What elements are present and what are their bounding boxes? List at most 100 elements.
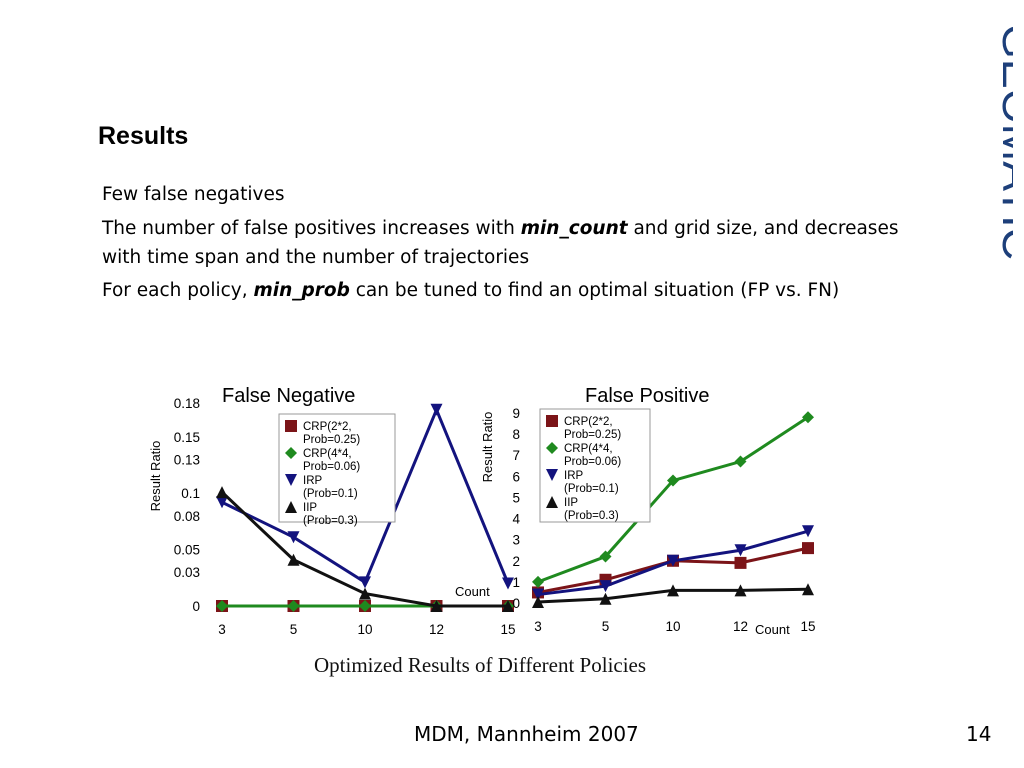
legend-label: IRP bbox=[303, 475, 323, 487]
legend-marker bbox=[546, 469, 558, 481]
x-tick-label: 10 bbox=[665, 619, 680, 634]
legend-label: IRP bbox=[564, 470, 584, 482]
x-axis-label: Count bbox=[755, 622, 790, 637]
legend-marker bbox=[285, 447, 297, 459]
charts-figure: False Negative Result Ratio 0 0.03 0.05 0.08 0… bbox=[148, 385, 816, 677]
data-point bbox=[359, 587, 371, 600]
data-point bbox=[734, 584, 747, 597]
slide-title: Results bbox=[98, 122, 189, 150]
data-point bbox=[287, 600, 300, 612]
x-tick-label: 12 bbox=[429, 622, 444, 637]
data-point bbox=[532, 595, 544, 608]
x-axis-label: Count bbox=[455, 584, 490, 599]
data-point bbox=[667, 554, 679, 567]
x-tick-label: 10 bbox=[357, 622, 372, 637]
bullet-text: and grid size, and decreases with time s… bbox=[102, 218, 899, 268]
legend-label: (Prob=0.1) bbox=[564, 483, 619, 495]
data-point bbox=[599, 550, 612, 563]
legend-label: CRP(4*4, bbox=[303, 448, 352, 460]
data-point bbox=[802, 411, 814, 424]
legend-label: Prob=0.25) bbox=[303, 434, 360, 446]
data-point bbox=[430, 403, 443, 416]
data-point bbox=[502, 600, 514, 612]
bullet-text: The number of false positives increases … bbox=[102, 218, 521, 239]
y-tick-label: 0.03 bbox=[174, 565, 200, 580]
data-point bbox=[734, 556, 747, 569]
data-point bbox=[430, 600, 443, 612]
y-tick-label: 3 bbox=[512, 533, 520, 548]
data-point bbox=[667, 474, 679, 487]
logo-text: GEOMATIC bbox=[993, 24, 1013, 260]
legend-label: IIP bbox=[564, 497, 578, 509]
x-tick-label: 3 bbox=[218, 622, 226, 637]
x-tick-label: 15 bbox=[800, 619, 815, 634]
bullet-text: Few false negatives bbox=[102, 184, 285, 205]
chart-title: False Positive bbox=[585, 385, 710, 407]
x-tick-label: 12 bbox=[733, 619, 748, 634]
y-axis-label: Result Ratio bbox=[480, 412, 495, 483]
chart-title: False Negative bbox=[222, 385, 355, 407]
legend-label: CRP(4*4, bbox=[564, 443, 613, 455]
bullet-item: For each policy, min_prob can be tuned t… bbox=[102, 276, 902, 306]
y-tick-label: 0 bbox=[512, 596, 520, 611]
bullet-item: Few false negatives bbox=[102, 180, 902, 210]
y-tick-label: 0.05 bbox=[174, 543, 200, 558]
data-point bbox=[359, 600, 371, 612]
data-point bbox=[599, 580, 612, 593]
data-point bbox=[802, 525, 814, 538]
y-tick-label: 0.15 bbox=[174, 430, 200, 445]
data-point bbox=[216, 486, 228, 499]
legend-label: (Prob=0.1) bbox=[303, 488, 358, 500]
legend-marker bbox=[285, 474, 297, 486]
y-tick-label: 0.1 bbox=[181, 486, 200, 501]
bullet-item: The number of false positives increases … bbox=[102, 214, 902, 272]
legend-label: CRP(2*2, bbox=[303, 421, 352, 433]
data-point bbox=[734, 544, 747, 557]
data-point bbox=[359, 576, 371, 589]
figure-caption: Optimized Results of Different Policies bbox=[314, 653, 646, 677]
y-tick-label: 0 bbox=[192, 599, 200, 614]
bullet-emphasis: min_count bbox=[520, 218, 628, 239]
data-point bbox=[734, 455, 747, 468]
y-tick-label: 2 bbox=[512, 554, 520, 569]
bullet-emphasis: min_prob bbox=[253, 280, 350, 301]
data-point bbox=[802, 583, 814, 596]
legend-marker bbox=[546, 415, 558, 427]
y-tick-label: 8 bbox=[512, 427, 520, 442]
legend-label: (Prob=0.3) bbox=[564, 510, 619, 522]
y-tick-label: 0.18 bbox=[174, 396, 200, 411]
legend-label: CRP(2*2, bbox=[564, 416, 613, 428]
legend-marker bbox=[546, 442, 558, 454]
y-tick-label: 0.08 bbox=[174, 509, 200, 524]
data-point bbox=[287, 531, 300, 544]
legend-marker bbox=[285, 420, 297, 432]
y-tick-label: 5 bbox=[512, 490, 520, 505]
legend-marker bbox=[285, 501, 297, 513]
legend-label: Prob=0.06) bbox=[564, 456, 621, 468]
bullet-text: can be tuned to find an optimal situatio… bbox=[349, 280, 840, 301]
y-axis-label: Result Ratio bbox=[148, 441, 163, 512]
legend-marker bbox=[546, 496, 558, 508]
y-tick-label: 6 bbox=[512, 469, 520, 484]
data-point bbox=[216, 600, 228, 612]
y-tick-label: 7 bbox=[512, 448, 520, 463]
data-point bbox=[667, 584, 679, 597]
legend-label: IIP bbox=[303, 502, 317, 514]
x-tick-label: 3 bbox=[534, 619, 542, 634]
y-tick-label: 9 bbox=[512, 406, 520, 421]
bullet-list: Few false negatives The number of false … bbox=[102, 180, 902, 310]
data-point bbox=[599, 592, 612, 605]
data-point bbox=[802, 542, 814, 555]
false-negative-chart: False Negative Result Ratio 0 0.03 0.05 0.08 0… bbox=[148, 385, 516, 637]
legend-label: Prob=0.06) bbox=[303, 461, 360, 473]
footer-conference: MDM, Mannheim 2007 bbox=[414, 722, 639, 746]
y-tick-label: 4 bbox=[512, 512, 520, 527]
data-point bbox=[216, 496, 228, 509]
data-point bbox=[532, 575, 544, 588]
page-number: 14 bbox=[966, 722, 992, 746]
x-tick-label: 5 bbox=[602, 619, 610, 634]
data-point bbox=[502, 577, 514, 590]
y-tick-label: 1 bbox=[512, 575, 520, 590]
legend-box bbox=[539, 408, 651, 523]
